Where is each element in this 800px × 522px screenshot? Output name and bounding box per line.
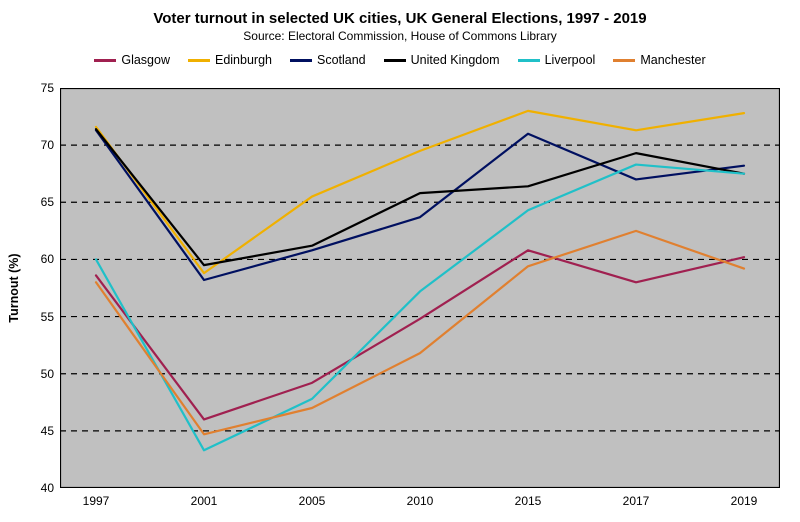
legend-swatch	[188, 59, 210, 62]
legend-label: Edinburgh	[215, 53, 272, 67]
x-tick-label: 2019	[731, 488, 758, 508]
legend-swatch	[384, 59, 406, 62]
legend-swatch	[94, 59, 116, 62]
legend-label: Glasgow	[121, 53, 170, 67]
y-tick-label: 40	[41, 481, 60, 495]
legend-item: Edinburgh	[188, 53, 272, 67]
y-tick-label: 75	[41, 81, 60, 95]
chart-title: Voter turnout in selected UK cities, UK …	[0, 0, 800, 27]
plot-svg	[60, 88, 780, 488]
y-tick-label: 60	[41, 252, 60, 266]
x-tick-label: 2005	[299, 488, 326, 508]
chart-subtitle: Source: Electoral Commission, House of C…	[0, 27, 800, 43]
legend-item: United Kingdom	[384, 53, 500, 67]
legend-item: Liverpool	[518, 53, 596, 67]
x-tick-label: 1997	[83, 488, 110, 508]
legend-swatch	[613, 59, 635, 62]
legend-swatch	[518, 59, 540, 62]
legend-label: Manchester	[640, 53, 705, 67]
legend-label: Liverpool	[545, 53, 596, 67]
y-tick-label: 70	[41, 138, 60, 152]
legend-item: Manchester	[613, 53, 705, 67]
y-tick-label: 65	[41, 195, 60, 209]
legend-item: Scotland	[290, 53, 366, 67]
x-tick-label: 2017	[623, 488, 650, 508]
x-tick-label: 2001	[191, 488, 218, 508]
y-tick-label: 45	[41, 424, 60, 438]
legend-label: United Kingdom	[411, 53, 500, 67]
x-tick-label: 2010	[407, 488, 434, 508]
chart-legend: Glasgow Edinburgh Scotland United Kingdom Li…	[0, 43, 800, 73]
legend-label: Scotland	[317, 53, 366, 67]
y-tick-label: 55	[41, 310, 60, 324]
legend-swatch	[290, 59, 312, 62]
legend-item: Glasgow	[94, 53, 170, 67]
plot-area: 4045505560657075199720012005201020152017…	[60, 88, 780, 488]
x-tick-label: 2015	[515, 488, 542, 508]
y-axis-label: Turnout (%)	[7, 253, 21, 322]
chart-container: Voter turnout in selected UK cities, UK …	[0, 0, 800, 522]
y-tick-label: 50	[41, 367, 60, 381]
